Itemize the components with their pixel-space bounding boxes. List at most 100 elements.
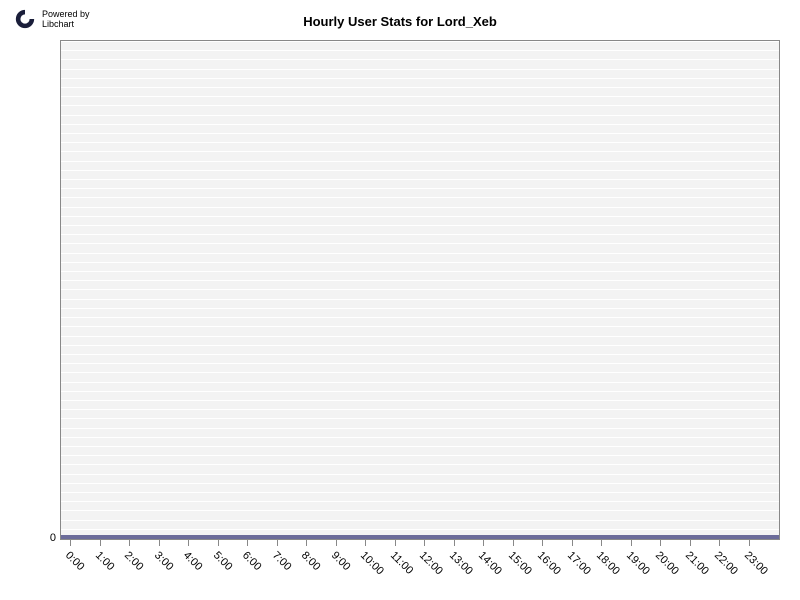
grid-line <box>61 299 779 300</box>
grid-line <box>61 363 779 364</box>
x-axis-labels: 0:001:002:003:004:005:006:007:008:009:00… <box>60 540 780 600</box>
x-tick-label: 10:00 <box>358 549 386 577</box>
x-tick <box>601 540 602 546</box>
x-tick-label: 2:00 <box>122 549 146 573</box>
grid-line <box>61 170 779 171</box>
grid-line <box>61 382 779 383</box>
grid-line <box>61 529 779 530</box>
grid-line <box>61 96 779 97</box>
grid-line <box>61 400 779 401</box>
x-tick <box>542 540 543 546</box>
grid-line <box>61 50 779 51</box>
x-tick <box>719 540 720 546</box>
x-tick <box>660 540 661 546</box>
grid-line <box>61 280 779 281</box>
x-tick-label: 5:00 <box>211 549 235 573</box>
x-tick <box>247 540 248 546</box>
x-tick-label: 15:00 <box>506 549 534 577</box>
grid-line <box>61 225 779 226</box>
grid-line <box>61 501 779 502</box>
grid-line <box>61 197 779 198</box>
grid-line <box>61 391 779 392</box>
grid-line <box>61 234 779 235</box>
x-tick-label: 17:00 <box>565 549 593 577</box>
grid-line <box>61 446 779 447</box>
grid-line <box>61 492 779 493</box>
grid-line <box>61 151 779 152</box>
x-tick <box>100 540 101 546</box>
x-tick <box>188 540 189 546</box>
x-tick <box>395 540 396 546</box>
grid-line <box>61 207 779 208</box>
grid-line <box>61 87 779 88</box>
grid-line <box>61 124 779 125</box>
grid-line <box>61 69 779 70</box>
grid-line <box>61 372 779 373</box>
grid-line <box>61 59 779 60</box>
y-tick-label: 0 <box>42 532 56 544</box>
grid-line <box>61 78 779 79</box>
chart-title: Hourly User Stats for Lord_Xeb <box>303 14 497 29</box>
x-tick-label: 0:00 <box>63 549 87 573</box>
x-tick <box>365 540 366 546</box>
grid-line <box>61 354 779 355</box>
x-tick <box>129 540 130 546</box>
x-tick <box>454 540 455 546</box>
x-tick-label: 20:00 <box>653 549 681 577</box>
grid-line <box>61 428 779 429</box>
x-tick <box>306 540 307 546</box>
x-tick-label: 1:00 <box>93 549 117 573</box>
x-tick-label: 7:00 <box>270 549 294 573</box>
x-tick <box>277 540 278 546</box>
branding-line2: Libchart <box>42 19 90 29</box>
grid-line <box>61 179 779 180</box>
x-tick <box>159 540 160 546</box>
grid-line <box>61 188 779 189</box>
grid-line <box>61 243 779 244</box>
grid-line <box>61 105 779 106</box>
grid-line <box>61 464 779 465</box>
grid-line <box>61 520 779 521</box>
grid-line <box>61 409 779 410</box>
x-tick <box>749 540 750 546</box>
x-tick-label: 11:00 <box>388 549 415 576</box>
x-tick <box>336 540 337 546</box>
grid-line <box>61 437 779 438</box>
chart-gridlines <box>61 41 779 539</box>
grid-line <box>61 161 779 162</box>
chart-baseline <box>61 535 779 539</box>
grid-line <box>61 326 779 327</box>
branding-text: Powered by Libchart <box>42 9 90 30</box>
x-tick <box>513 540 514 546</box>
x-tick <box>631 540 632 546</box>
x-tick-label: 12:00 <box>417 549 445 577</box>
x-tick-label: 18:00 <box>594 549 622 577</box>
grid-line <box>61 317 779 318</box>
x-tick-label: 19:00 <box>624 549 652 577</box>
grid-line <box>61 253 779 254</box>
x-tick-label: 13:00 <box>447 549 475 577</box>
x-tick-label: 4:00 <box>181 549 205 573</box>
grid-line <box>61 115 779 116</box>
chart-plot-area <box>60 40 780 540</box>
grid-line <box>61 216 779 217</box>
x-tick-label: 3:00 <box>152 549 176 573</box>
x-tick-label: 6:00 <box>240 549 264 573</box>
grid-line <box>61 271 779 272</box>
x-tick-label: 9:00 <box>329 549 353 573</box>
x-tick <box>690 540 691 546</box>
x-tick-label: 21:00 <box>683 549 711 577</box>
grid-line <box>61 308 779 309</box>
x-tick <box>483 540 484 546</box>
grid-line <box>61 510 779 511</box>
grid-line <box>61 483 779 484</box>
grid-line <box>61 345 779 346</box>
x-tick <box>218 540 219 546</box>
x-tick-label: 23:00 <box>742 549 770 577</box>
x-tick-label: 16:00 <box>535 549 563 577</box>
grid-line <box>61 289 779 290</box>
libchart-logo-icon <box>14 8 36 30</box>
grid-line <box>61 262 779 263</box>
grid-line <box>61 336 779 337</box>
grid-line <box>61 418 779 419</box>
